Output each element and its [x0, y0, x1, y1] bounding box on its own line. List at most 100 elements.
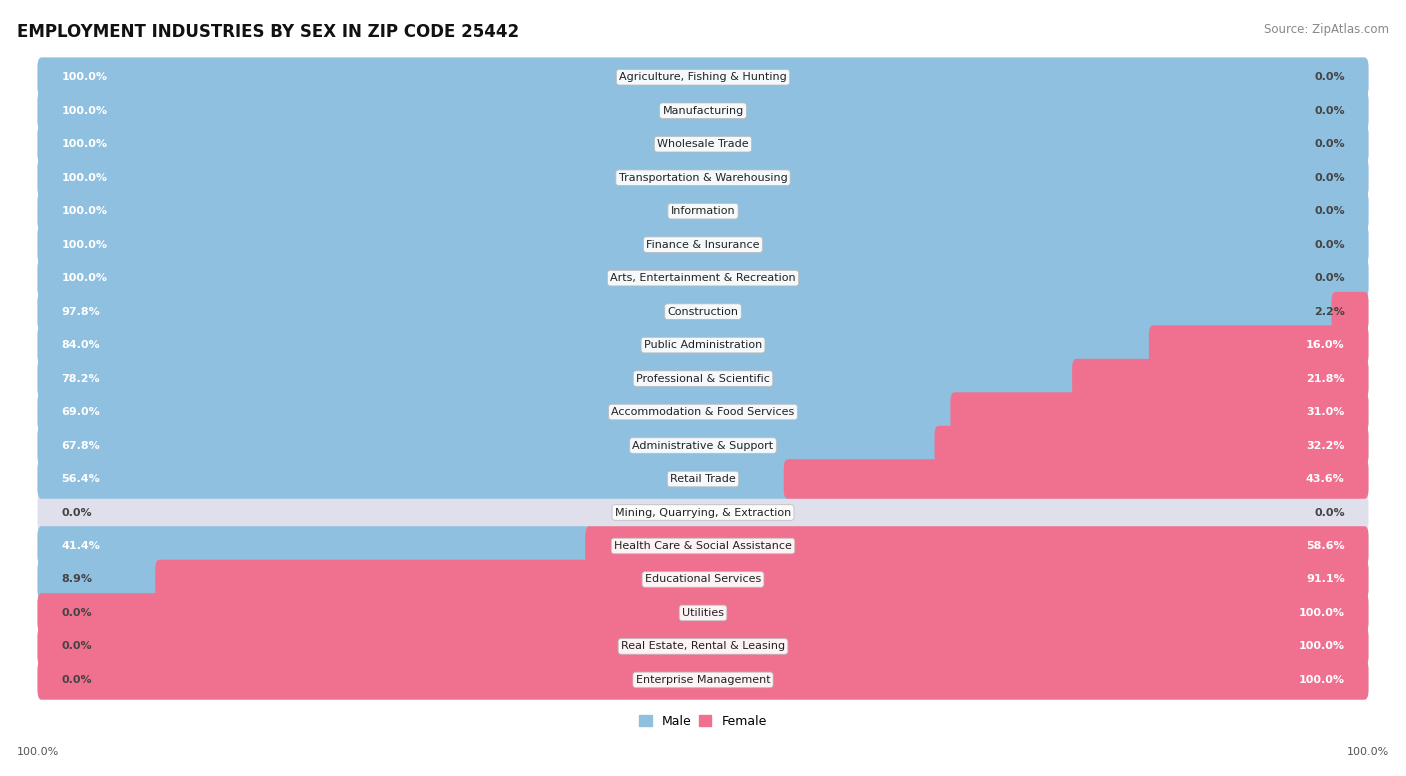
Text: 84.0%: 84.0%	[62, 340, 100, 350]
Text: Public Administration: Public Administration	[644, 340, 762, 350]
FancyBboxPatch shape	[38, 292, 1368, 331]
Text: 0.0%: 0.0%	[62, 608, 91, 618]
Text: Arts, Entertainment & Recreation: Arts, Entertainment & Recreation	[610, 273, 796, 283]
Text: Retail Trade: Retail Trade	[671, 474, 735, 484]
Text: 0.0%: 0.0%	[1315, 139, 1344, 149]
FancyBboxPatch shape	[38, 325, 1157, 365]
Text: 0.0%: 0.0%	[62, 508, 91, 518]
FancyBboxPatch shape	[41, 532, 1365, 559]
Text: 0.0%: 0.0%	[1315, 206, 1344, 217]
Text: 100.0%: 100.0%	[62, 72, 107, 82]
Text: 100.0%: 100.0%	[1347, 747, 1389, 757]
FancyBboxPatch shape	[41, 499, 1365, 526]
FancyBboxPatch shape	[38, 426, 1368, 466]
FancyBboxPatch shape	[38, 225, 1368, 265]
Text: 100.0%: 100.0%	[1299, 608, 1344, 618]
FancyBboxPatch shape	[41, 265, 1365, 292]
Text: Wholesale Trade: Wholesale Trade	[657, 139, 749, 149]
Text: 43.6%: 43.6%	[1306, 474, 1344, 484]
FancyBboxPatch shape	[41, 331, 1365, 359]
FancyBboxPatch shape	[41, 231, 1365, 258]
Text: 0.0%: 0.0%	[1315, 273, 1344, 283]
Text: 0.0%: 0.0%	[1315, 173, 1344, 182]
Text: 100.0%: 100.0%	[62, 240, 107, 250]
FancyBboxPatch shape	[41, 64, 1365, 91]
FancyBboxPatch shape	[38, 627, 1368, 666]
Text: Information: Information	[671, 206, 735, 217]
Legend: Male, Female: Male, Female	[634, 710, 772, 733]
FancyBboxPatch shape	[41, 97, 1365, 124]
Text: 100.0%: 100.0%	[62, 106, 107, 116]
FancyBboxPatch shape	[38, 526, 593, 566]
Text: 100.0%: 100.0%	[1299, 675, 1344, 685]
FancyBboxPatch shape	[38, 393, 959, 431]
Text: Enterprise Management: Enterprise Management	[636, 675, 770, 685]
FancyBboxPatch shape	[41, 130, 1365, 158]
Text: 16.0%: 16.0%	[1306, 340, 1344, 350]
FancyBboxPatch shape	[38, 660, 1368, 700]
FancyBboxPatch shape	[41, 365, 1365, 393]
Text: Source: ZipAtlas.com: Source: ZipAtlas.com	[1264, 23, 1389, 36]
FancyBboxPatch shape	[1149, 325, 1368, 365]
FancyBboxPatch shape	[38, 158, 1368, 197]
FancyBboxPatch shape	[38, 258, 1368, 298]
FancyBboxPatch shape	[1073, 359, 1368, 398]
Text: Utilities: Utilities	[682, 608, 724, 618]
FancyBboxPatch shape	[38, 192, 1368, 231]
FancyBboxPatch shape	[41, 599, 1365, 627]
FancyBboxPatch shape	[41, 466, 1365, 493]
FancyBboxPatch shape	[38, 526, 1368, 566]
FancyBboxPatch shape	[38, 459, 1368, 499]
FancyBboxPatch shape	[41, 566, 1365, 593]
Text: 2.2%: 2.2%	[1313, 307, 1344, 317]
FancyBboxPatch shape	[38, 593, 1368, 632]
Text: Accommodation & Food Services: Accommodation & Food Services	[612, 407, 794, 417]
Text: 0.0%: 0.0%	[62, 675, 91, 685]
FancyBboxPatch shape	[41, 164, 1365, 192]
Text: Educational Services: Educational Services	[645, 574, 761, 584]
FancyBboxPatch shape	[38, 559, 1368, 599]
Text: 91.1%: 91.1%	[1306, 574, 1344, 584]
Text: 21.8%: 21.8%	[1306, 373, 1344, 383]
Text: 56.4%: 56.4%	[62, 474, 100, 484]
Text: Manufacturing: Manufacturing	[662, 106, 744, 116]
FancyBboxPatch shape	[38, 258, 1368, 298]
Text: EMPLOYMENT INDUSTRIES BY SEX IN ZIP CODE 25442: EMPLOYMENT INDUSTRIES BY SEX IN ZIP CODE…	[17, 23, 519, 41]
FancyBboxPatch shape	[38, 493, 1368, 532]
FancyBboxPatch shape	[1331, 292, 1368, 331]
FancyBboxPatch shape	[38, 158, 1368, 197]
FancyBboxPatch shape	[38, 57, 1368, 97]
Text: 100.0%: 100.0%	[1299, 642, 1344, 651]
Text: 31.0%: 31.0%	[1306, 407, 1344, 417]
Text: 0.0%: 0.0%	[1315, 240, 1344, 250]
Text: Finance & Insurance: Finance & Insurance	[647, 240, 759, 250]
Text: 100.0%: 100.0%	[62, 139, 107, 149]
FancyBboxPatch shape	[38, 660, 1368, 700]
FancyBboxPatch shape	[38, 192, 1368, 231]
Text: 69.0%: 69.0%	[62, 407, 100, 417]
Text: 41.4%: 41.4%	[62, 541, 100, 551]
Text: 0.0%: 0.0%	[62, 642, 91, 651]
FancyBboxPatch shape	[155, 559, 1368, 599]
Text: 8.9%: 8.9%	[62, 574, 93, 584]
FancyBboxPatch shape	[38, 593, 1368, 632]
FancyBboxPatch shape	[38, 559, 163, 599]
FancyBboxPatch shape	[38, 292, 1340, 331]
FancyBboxPatch shape	[38, 359, 1080, 398]
FancyBboxPatch shape	[38, 91, 1368, 130]
Text: 0.0%: 0.0%	[1315, 106, 1344, 116]
Text: 97.8%: 97.8%	[62, 307, 100, 317]
Text: 100.0%: 100.0%	[62, 173, 107, 182]
Text: 32.2%: 32.2%	[1306, 441, 1344, 451]
Text: Real Estate, Rental & Leasing: Real Estate, Rental & Leasing	[621, 642, 785, 651]
FancyBboxPatch shape	[41, 666, 1365, 694]
FancyBboxPatch shape	[38, 359, 1368, 398]
Text: 100.0%: 100.0%	[17, 747, 59, 757]
FancyBboxPatch shape	[950, 393, 1368, 431]
Text: 67.8%: 67.8%	[62, 441, 100, 451]
FancyBboxPatch shape	[38, 459, 792, 499]
FancyBboxPatch shape	[585, 526, 1368, 566]
FancyBboxPatch shape	[38, 393, 1368, 431]
Text: Agriculture, Fishing & Hunting: Agriculture, Fishing & Hunting	[619, 72, 787, 82]
Text: Transportation & Warehousing: Transportation & Warehousing	[619, 173, 787, 182]
